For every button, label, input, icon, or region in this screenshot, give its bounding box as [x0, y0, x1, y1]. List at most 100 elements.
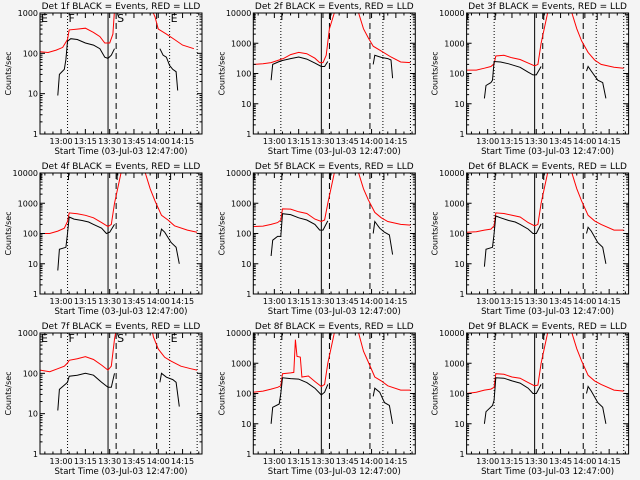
- y-tick-label: 1000: [18, 9, 38, 18]
- x-tick-label: 13:30: [525, 297, 548, 306]
- panel-title: Det 7f BLACK = Events, RED = LLD: [42, 322, 201, 332]
- attenuator-marker: [383, 332, 390, 340]
- plot-frame: [252, 12, 416, 135]
- x-tick-label: 13:00: [50, 457, 73, 466]
- y-tick-label: 10000: [439, 169, 464, 178]
- series-events: [270, 54, 394, 81]
- x-tick-label: 13:45: [122, 457, 145, 466]
- y-tick-label: 10000: [226, 329, 251, 338]
- y-tick-label: 100: [23, 369, 38, 378]
- y-tick-label: 1: [33, 450, 38, 459]
- y-tick-label: 1: [246, 450, 251, 459]
- y-axis-label: Counts/sec: [4, 51, 13, 95]
- x-tick-label: 14:15: [598, 457, 621, 466]
- y-tick-label: 1000: [18, 199, 38, 208]
- x-tick-label: 13:00: [50, 137, 73, 146]
- x-tick-label: 13:15: [500, 137, 523, 146]
- x-tick-label: 14:00: [573, 297, 596, 306]
- y-tick-label: 100: [449, 390, 464, 399]
- x-tick-label: 14:15: [384, 297, 407, 306]
- attenuator-marker-label: S: [117, 332, 124, 345]
- y-axis-label: Counts/sec: [217, 51, 226, 95]
- y-tick-label: 1000: [444, 199, 464, 208]
- attenuator-marker-label: E: [171, 332, 178, 345]
- y-tick-label: 1000: [231, 39, 251, 48]
- attenuator-marker-label: E: [171, 12, 178, 25]
- x-axis-label: Start Time (03-Jul-03 12:47:00): [268, 147, 401, 157]
- y-tick-label: 10: [241, 100, 251, 109]
- y-tick-label: 10000: [439, 9, 464, 18]
- attenuator-marker: [170, 172, 177, 180]
- x-tick-label: 14:15: [384, 137, 407, 146]
- attenuator-marker-label: E: [41, 12, 48, 25]
- x-tick-label: 14:00: [147, 297, 170, 306]
- x-tick-label: 13:15: [74, 457, 97, 466]
- x-tick-label: 13:15: [287, 297, 310, 306]
- series-events: [483, 215, 607, 267]
- panel-title: Det 5f BLACK = Events, RED = LLD: [255, 162, 414, 172]
- y-tick-label: 10000: [226, 9, 251, 18]
- plot-frame: [39, 332, 203, 455]
- plot-frame: [466, 172, 630, 295]
- y-axis-label: Counts/sec: [431, 51, 440, 95]
- series-events: [57, 216, 180, 271]
- x-tick-label: 13:00: [476, 137, 499, 146]
- attenuator-marker: [596, 12, 604, 20]
- y-tick-label: 1: [246, 130, 251, 139]
- x-tick-label: 14:00: [147, 137, 170, 146]
- y-tick-label: 1: [33, 290, 38, 299]
- y-tick-label: 1000: [444, 359, 464, 368]
- x-tick-label: 13:00: [263, 457, 286, 466]
- y-tick-label: 100: [236, 230, 251, 239]
- x-tick-label: 13:30: [98, 297, 121, 306]
- series-events: [57, 372, 180, 411]
- panel-title: Det 2f BLACK = Events, RED = LLD: [255, 2, 414, 12]
- x-tick-label: 13:30: [525, 457, 548, 466]
- attenuator-marker-label: E: [41, 332, 48, 345]
- series-events: [57, 38, 179, 96]
- y-axis-label: Counts/sec: [217, 211, 226, 255]
- series-lld: [253, 173, 411, 227]
- attenuator-marker: [596, 172, 604, 180]
- x-axis-label: Start Time (03-Jul-03 12:47:00): [481, 307, 614, 317]
- series-lld: [466, 333, 624, 394]
- y-axis-label: Counts/sec: [4, 211, 13, 255]
- y-tick-label: 10: [454, 100, 464, 109]
- x-tick-label: 14:15: [171, 297, 194, 306]
- x-tick-label: 13:00: [476, 457, 499, 466]
- series-events: [483, 377, 607, 424]
- panel-det-9: Det 9f BLACK = Events, RED = LLD 1 10 100 10…: [431, 322, 630, 477]
- x-tick-label: 13:00: [476, 297, 499, 306]
- y-tick-label: 10000: [226, 169, 251, 178]
- y-tick-label: 1000: [18, 329, 38, 338]
- x-tick-label: 13:30: [311, 297, 334, 306]
- x-tick-label: 13:45: [122, 297, 145, 306]
- x-tick-label: 13:00: [263, 297, 286, 306]
- x-tick-label: 13:00: [50, 297, 73, 306]
- series-lld: [40, 173, 198, 234]
- x-tick-label: 13:30: [98, 457, 121, 466]
- x-tick-label: 13:45: [336, 457, 359, 466]
- panel-det-3: Det 3f BLACK = Events, RED = LLD 1 10 100 10…: [431, 2, 630, 157]
- y-tick-label: 1000: [231, 199, 251, 208]
- series-lld: [40, 333, 198, 373]
- y-tick-label: 10: [28, 260, 38, 269]
- panel-det-5: Det 5f BLACK = Events, RED = LLD 1 10 100 10…: [217, 162, 416, 317]
- panel-title: Det 9f BLACK = Events, RED = LLD: [468, 322, 627, 332]
- x-axis-label: Start Time (03-Jul-03 12:47:00): [55, 147, 188, 157]
- y-tick-label: 10: [28, 90, 38, 99]
- y-axis-label: Counts/sec: [217, 371, 226, 415]
- attenuator-marker-label: S: [117, 12, 124, 25]
- panel-title: Det 6f BLACK = Events, RED = LLD: [468, 162, 627, 172]
- series-lld: [253, 333, 411, 393]
- plot-frame: [252, 332, 416, 455]
- plot-frame: [39, 172, 203, 295]
- attenuator-marker: [383, 12, 390, 20]
- x-axis-label: Start Time (03-Jul-03 12:47:00): [268, 307, 401, 317]
- x-tick-label: 14:00: [360, 137, 383, 146]
- y-axis-label: Counts/sec: [431, 211, 440, 255]
- plot-frame: [466, 12, 630, 135]
- y-tick-label: 1: [33, 130, 38, 139]
- x-tick-label: 13:15: [74, 297, 97, 306]
